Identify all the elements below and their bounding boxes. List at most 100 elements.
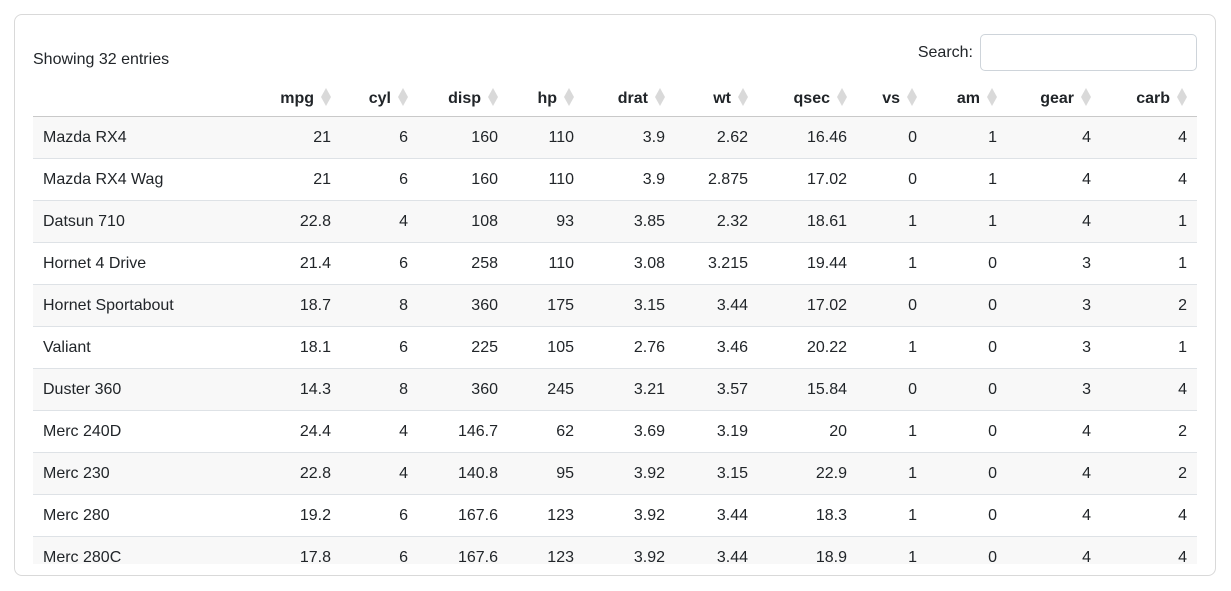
- cell-drat: 3.85: [584, 200, 675, 243]
- cell-gear: 3: [1007, 326, 1101, 369]
- column-label: wt: [713, 90, 731, 107]
- table-row: Merc 280C 17.8 6 167.6 123 3.92 3.44 18.9 1 0 4 4: [33, 536, 1197, 564]
- cell-hp: 62: [508, 410, 584, 453]
- cell-mpg: 17.8: [237, 536, 341, 564]
- cell-cyl: 6: [341, 326, 418, 369]
- sort-icon: [1177, 88, 1187, 106]
- cell-gear: 4: [1007, 536, 1101, 564]
- cell-wt: 3.44: [675, 494, 758, 537]
- search-input[interactable]: [980, 34, 1197, 71]
- cell-wt: 3.44: [675, 536, 758, 564]
- column-header-carb[interactable]: carb: [1101, 81, 1197, 117]
- cell-am: 0: [927, 284, 1007, 327]
- cell-hp: 93: [508, 200, 584, 243]
- column-header-vs[interactable]: vs: [857, 81, 927, 117]
- cell-mpg: 14.3: [237, 368, 341, 411]
- cell-vs: 0: [857, 284, 927, 327]
- row-name-cell: Valiant: [33, 326, 237, 369]
- cell-am: 0: [927, 452, 1007, 495]
- column-header-mpg[interactable]: mpg: [237, 81, 341, 117]
- entries-count-label: Showing 32 entries: [33, 50, 170, 68]
- column-header-am[interactable]: am: [927, 81, 1007, 117]
- cell-drat: 3.9: [584, 158, 675, 201]
- column-label: gear: [1040, 90, 1074, 107]
- column-header-name[interactable]: [33, 81, 237, 117]
- cell-qsec: 19.44: [758, 242, 857, 285]
- cell-disp: 146.7: [418, 410, 508, 453]
- column-header-disp[interactable]: disp: [418, 81, 508, 117]
- cell-cyl: 4: [341, 410, 418, 453]
- column-header-qsec[interactable]: qsec: [758, 81, 857, 117]
- cell-hp: 95: [508, 452, 584, 495]
- cell-cyl: 6: [341, 536, 418, 564]
- sort-icon: [321, 88, 331, 106]
- table-row: Mazda RX4 21 6 160 110 3.9 2.62 16.46 0 1 4 4: [33, 116, 1197, 159]
- cell-gear: 4: [1007, 116, 1101, 159]
- cell-disp: 160: [418, 158, 508, 201]
- cell-gear: 4: [1007, 410, 1101, 453]
- cell-drat: 3.9: [584, 116, 675, 159]
- column-header-wt[interactable]: wt: [675, 81, 758, 117]
- cell-drat: 3.92: [584, 452, 675, 495]
- sort-icon: [488, 88, 498, 106]
- table-row: Datsun 710 22.8 4 108 93 3.85 2.32 18.61 1 1 4 1: [33, 200, 1197, 243]
- cell-hp: 110: [508, 158, 584, 201]
- cell-carb: 1: [1101, 242, 1197, 285]
- cell-wt: 3.15: [675, 452, 758, 495]
- cell-carb: 1: [1101, 200, 1197, 243]
- cell-wt: 3.57: [675, 368, 758, 411]
- cell-am: 0: [927, 326, 1007, 369]
- column-header-hp[interactable]: hp: [508, 81, 584, 117]
- sort-icon: [738, 88, 748, 106]
- cell-mpg: 21: [237, 116, 341, 159]
- table-viewport: mpg cyl disp hp drat wt qsec vs am gear carb Mazda…: [33, 81, 1197, 564]
- sort-icon: [907, 88, 917, 106]
- table-row: Mazda RX4 Wag 21 6 160 110 3.9 2.875 17.02 0 1 4 4: [33, 158, 1197, 201]
- cell-mpg: 22.8: [237, 200, 341, 243]
- cell-disp: 108: [418, 200, 508, 243]
- column-header-cyl[interactable]: cyl: [341, 81, 418, 117]
- cell-mpg: 18.7: [237, 284, 341, 327]
- cell-disp: 360: [418, 284, 508, 327]
- column-label: am: [956, 90, 980, 107]
- cell-hp: 105: [508, 326, 584, 369]
- row-name-cell: Hornet 4 Drive: [33, 242, 237, 285]
- column-header-gear[interactable]: gear: [1007, 81, 1101, 117]
- column-label: disp: [448, 90, 481, 107]
- cell-disp: 225: [418, 326, 508, 369]
- cell-wt: 3.19: [675, 410, 758, 453]
- sort-icon: [398, 88, 408, 106]
- cell-am: 0: [927, 410, 1007, 453]
- row-name-cell: Mazda RX4: [33, 116, 237, 159]
- cell-mpg: 22.8: [237, 452, 341, 495]
- cell-vs: 1: [857, 452, 927, 495]
- cell-vs: 0: [857, 116, 927, 159]
- row-name-cell: Merc 280: [33, 494, 237, 537]
- row-name-cell: Datsun 710: [33, 200, 237, 243]
- cell-hp: 123: [508, 494, 584, 537]
- cell-gear: 4: [1007, 158, 1101, 201]
- cell-hp: 175: [508, 284, 584, 327]
- sort-icon: [987, 88, 997, 106]
- cell-carb: 4: [1101, 116, 1197, 159]
- sort-icon: [564, 88, 574, 106]
- column-header-drat[interactable]: drat: [584, 81, 675, 117]
- cell-disp: 258: [418, 242, 508, 285]
- search-label: Search:: [917, 43, 973, 61]
- table-row: Merc 230 22.8 4 140.8 95 3.92 3.15 22.9 1 0 4 2: [33, 452, 1197, 495]
- row-name-cell: Duster 360: [33, 368, 237, 411]
- cell-carb: 4: [1101, 368, 1197, 411]
- table-body: Mazda RX4 21 6 160 110 3.9 2.62 16.46 0 1 4 4 Mazda …: [33, 116, 1197, 564]
- cell-carb: 2: [1101, 284, 1197, 327]
- cell-am: 0: [927, 242, 1007, 285]
- table-row: Merc 280 19.2 6 167.6 123 3.92 3.44 18.3 1 0 4 4: [33, 494, 1197, 537]
- row-name-cell: Merc 230: [33, 452, 237, 495]
- cell-mpg: 18.1: [237, 326, 341, 369]
- column-label: drat: [617, 90, 648, 107]
- cell-vs: 1: [857, 494, 927, 537]
- search-container: Search:: [918, 34, 1197, 71]
- column-label: qsec: [793, 90, 830, 107]
- cell-am: 1: [927, 200, 1007, 243]
- cell-qsec: 20.22: [758, 326, 857, 369]
- cell-carb: 4: [1101, 158, 1197, 201]
